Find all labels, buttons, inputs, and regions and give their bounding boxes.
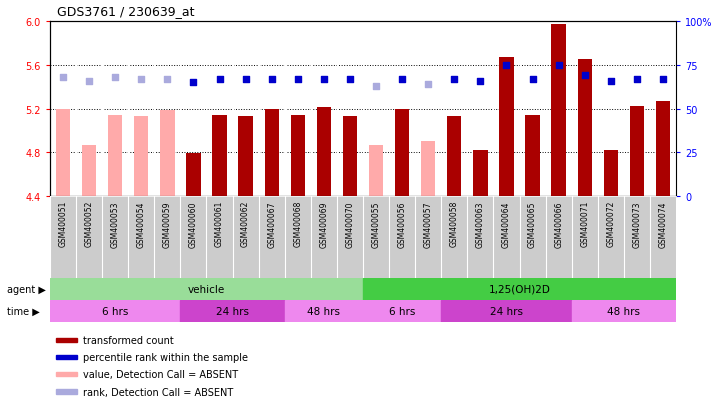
Point (110, 74, 121, 81)
Text: GSM400071: GSM400071 (580, 201, 589, 247)
Text: transformed count: transformed count (83, 335, 174, 345)
Bar (441, 300, 572, 322)
Bar (526, 116, 540, 197)
Bar (656, 102, 670, 197)
Point (213, 76, 225, 83)
Text: rank, Detection Call = ABSENT: rank, Detection Call = ABSENT (83, 387, 234, 396)
Text: GSM400068: GSM400068 (293, 201, 302, 247)
Text: GSM400062: GSM400062 (241, 201, 250, 247)
Bar (421, 142, 435, 197)
Text: GSM400058: GSM400058 (450, 201, 459, 247)
Bar (369, 145, 384, 197)
Text: 48 hrs: 48 hrs (607, 306, 640, 316)
Text: GSM400074: GSM400074 (658, 201, 668, 247)
Bar (50, 278, 363, 300)
Bar (603, 151, 618, 197)
Text: 24 hrs: 24 hrs (216, 306, 249, 316)
Point (474, 78, 486, 85)
Text: value, Detection Call = ABSENT: value, Detection Call = ABSENT (83, 369, 239, 380)
Bar (213, 116, 226, 197)
Point (397, 76, 408, 83)
Bar (572, 300, 676, 322)
Text: 1,25(OH)2D: 1,25(OH)2D (489, 284, 550, 294)
Point (240, 76, 252, 83)
Bar (82, 145, 97, 197)
Point (631, 76, 642, 83)
Text: GSM400069: GSM400069 (319, 201, 328, 247)
Text: GSM400073: GSM400073 (632, 201, 642, 247)
Text: 24 hrs: 24 hrs (490, 306, 523, 316)
Bar (186, 154, 200, 197)
Text: GSM400054: GSM400054 (137, 201, 146, 247)
Point (344, 76, 355, 83)
Bar (56, 355, 77, 359)
Bar (134, 117, 149, 197)
Text: GSM400055: GSM400055 (371, 201, 381, 247)
Bar (363, 300, 441, 322)
Text: GSM400060: GSM400060 (189, 201, 198, 247)
Point (500, 62, 512, 69)
Text: GSM400065: GSM400065 (528, 201, 537, 247)
Text: GSM400053: GSM400053 (111, 201, 120, 247)
Point (448, 76, 460, 83)
Text: GSM400059: GSM400059 (163, 201, 172, 247)
Text: GSM400066: GSM400066 (554, 201, 563, 247)
Point (266, 76, 278, 83)
Text: GSM400056: GSM400056 (397, 201, 407, 247)
Bar (160, 110, 174, 197)
Bar (363, 278, 676, 300)
Point (579, 73, 590, 79)
Point (318, 76, 329, 83)
Point (136, 76, 147, 83)
Point (553, 62, 565, 69)
Text: GSM400052: GSM400052 (84, 201, 94, 247)
Text: GSM400064: GSM400064 (502, 201, 511, 247)
Bar (108, 116, 123, 197)
Bar (239, 117, 253, 197)
Bar (265, 109, 279, 197)
Point (605, 78, 616, 85)
Bar (395, 109, 410, 197)
Bar (578, 60, 592, 197)
Text: 48 hrs: 48 hrs (307, 306, 340, 316)
Text: percentile rank within the sample: percentile rank within the sample (83, 352, 248, 362)
Bar (317, 108, 331, 197)
Text: time ▶: time ▶ (7, 306, 40, 316)
Bar (499, 58, 513, 197)
Text: 6 hrs: 6 hrs (102, 306, 128, 316)
Point (162, 76, 173, 83)
Point (527, 76, 539, 83)
Point (423, 81, 434, 88)
Bar (56, 109, 70, 197)
Text: GSM400072: GSM400072 (606, 201, 615, 247)
Bar (56, 389, 77, 394)
Bar (552, 25, 566, 197)
Point (57, 74, 68, 81)
Text: GSM400057: GSM400057 (424, 201, 433, 247)
Text: 6 hrs: 6 hrs (389, 306, 415, 316)
Text: GSM400061: GSM400061 (215, 201, 224, 247)
Bar (56, 372, 77, 377)
Point (371, 83, 382, 90)
Bar (56, 338, 77, 342)
Bar (180, 300, 285, 322)
Bar (473, 151, 487, 197)
Bar (342, 117, 357, 197)
Text: GSM400067: GSM400067 (267, 201, 276, 247)
Point (84, 78, 95, 85)
Point (187, 80, 199, 86)
Point (292, 76, 304, 83)
Point (657, 76, 668, 83)
Text: GSM400063: GSM400063 (476, 201, 485, 247)
Bar (285, 300, 363, 322)
Bar (629, 107, 644, 197)
Text: vehicle: vehicle (188, 284, 225, 294)
Text: GDS3761 / 230639_at: GDS3761 / 230639_at (57, 5, 195, 18)
Text: agent ▶: agent ▶ (7, 284, 46, 294)
Bar (50, 300, 180, 322)
Text: GSM400070: GSM400070 (345, 201, 355, 247)
Bar (447, 117, 461, 197)
Bar (291, 116, 305, 197)
Text: GSM400051: GSM400051 (58, 201, 68, 247)
